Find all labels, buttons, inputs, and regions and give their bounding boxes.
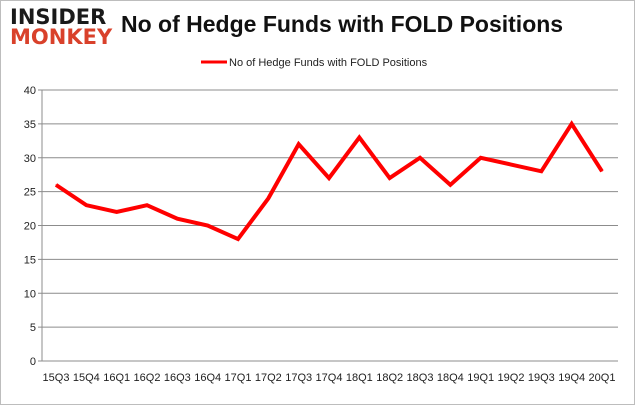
data-point [267,197,269,199]
x-tick-label: 17Q3 [285,372,312,384]
y-tick-label: 40 [24,85,36,97]
legend-label: No of Hedge Funds with FOLD Positions [229,57,428,69]
x-tick-label: 17Q1 [225,372,252,384]
data-point [601,170,603,172]
x-tick-label: 16Q1 [103,372,130,384]
x-tick-label: 20Q1 [589,372,616,384]
x-tick-label: 16Q4 [194,372,221,384]
y-tick-label: 5 [30,322,36,334]
chart-title: No of Hedge Funds with FOLD Positions [121,11,564,37]
data-point [358,136,360,138]
data-point [146,204,148,206]
x-tick-label: 19Q4 [558,372,585,384]
x-tick-label: 18Q1 [346,372,373,384]
data-point [480,157,482,159]
data-point [510,164,512,166]
data-point [540,170,542,172]
data-point [237,238,239,240]
x-tick-label: 18Q3 [407,372,434,384]
data-point [449,184,451,186]
x-tick-label: 17Q4 [316,372,343,384]
data-point [176,218,178,220]
x-tick-label: 17Q2 [255,372,282,384]
data-point [116,211,118,213]
data-point [571,123,573,125]
insider-monkey-logo: INSIDER MONKEY [10,5,113,49]
x-tick-label: 19Q2 [498,372,525,384]
x-tick-label: 16Q3 [164,372,191,384]
logo-line-2: MONKEY [10,25,113,49]
y-tick-label: 20 [24,221,36,233]
data-point [55,184,57,186]
y-tick-label: 25 [24,187,36,199]
logo-line-1: INSIDER [10,5,107,29]
data-point [85,204,87,206]
data-point [328,177,330,179]
y-tick-label: 10 [24,288,36,300]
x-tick-label: 18Q4 [437,372,464,384]
data-point [419,157,421,159]
y-tick-label: 15 [24,254,36,266]
y-tick-label: 30 [24,153,36,165]
x-tick-label: 16Q2 [134,372,161,384]
series-line [54,120,604,242]
data-point [207,225,209,226]
x-tick-label: 15Q4 [73,372,100,384]
x-tick-label: 15Q3 [43,372,70,384]
x-tick-label: 19Q3 [528,372,555,384]
data-point [389,177,391,179]
data-point [298,143,300,145]
y-tick-label: 0 [30,356,36,368]
y-tick-label: 35 [24,119,36,131]
x-tick-label: 18Q2 [376,372,403,384]
x-tick-label: 19Q1 [467,372,494,384]
legend: No of Hedge Funds with FOLD Positions [201,57,428,69]
